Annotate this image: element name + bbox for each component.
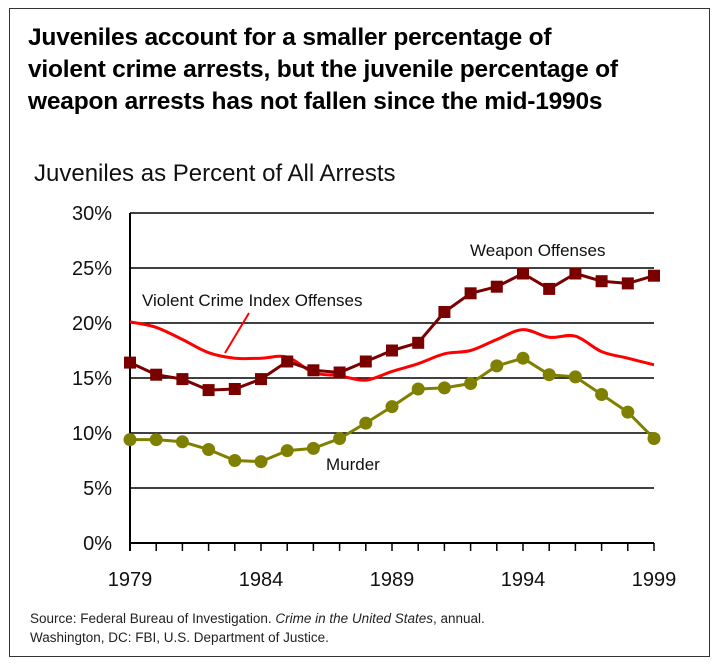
weapon-offenses-marker [386, 344, 398, 357]
series-markers [123, 267, 661, 469]
gridlines [130, 212, 654, 489]
weapon-offenses-marker [412, 336, 425, 349]
murder-marker [516, 351, 530, 365]
murder-marker [568, 370, 582, 384]
murder-marker [333, 432, 347, 445]
weapon-offenses-marker [202, 384, 215, 397]
x-tick-label: 1989 [370, 569, 415, 591]
y-tick-label: 0% [83, 533, 112, 555]
weapon-offenses-marker [517, 267, 529, 280]
weapon-offenses-marker [464, 287, 477, 300]
weapon-offenses-marker [569, 267, 582, 280]
weapon-offenses-marker [228, 383, 241, 395]
weapon-offenses-marker [307, 364, 320, 377]
y-axis-tick-labels: 0% 5% 10% 15% 20% 25% 30% [72, 203, 112, 555]
murder-marker [149, 433, 163, 447]
source-publication-title: Crime in the United States [275, 611, 433, 626]
weapon-offenses-marker [648, 269, 660, 282]
x-tick-label: 1994 [501, 569, 546, 591]
violent-crime-leader-line [224, 312, 250, 354]
weapon-offenses-marker [124, 356, 136, 369]
series-annotations: Weapon Offenses Violent Crime Index Offe… [142, 241, 605, 474]
murder-marker [306, 441, 320, 455]
murder-marker [542, 368, 556, 382]
y-tick-label: 5% [83, 478, 112, 500]
y-tick-label: 10% [72, 423, 112, 445]
murder-marker [175, 435, 189, 449]
figure-frame [9, 8, 710, 657]
y-tick-label: 15% [72, 368, 112, 390]
weapon-offenses-marker [595, 275, 608, 288]
murder-marker [228, 454, 242, 467]
murder-marker [254, 455, 268, 469]
murder-marker [647, 432, 661, 445]
weapon-offenses-marker [359, 355, 372, 368]
murder-marker [359, 416, 373, 430]
murder-label: Murder [326, 455, 380, 474]
weapon-offenses-marker [255, 373, 267, 386]
x-axis-tick-labels: 1979 1984 1989 1994 1999 [108, 569, 677, 591]
weapon-offenses-marker [176, 373, 189, 386]
murder-marker [595, 388, 609, 401]
title-line: weapon arrests has not fallen since the … [28, 88, 603, 115]
x-tick-label: 1999 [632, 569, 677, 591]
figure-title: Juveniles account for a smaller percenta… [28, 22, 708, 118]
weapon-offenses-marker [150, 368, 163, 381]
x-tick-label: 1979 [108, 569, 153, 591]
weapon-offenses-marker [281, 355, 294, 368]
weapon-offenses-marker [438, 306, 451, 318]
violent-crime-label: Violent Crime Index Offenses [142, 291, 363, 310]
x-tick-label: 1984 [239, 569, 284, 591]
weapon-offenses-marker [621, 277, 634, 290]
weapon-offenses-marker [333, 366, 346, 379]
murder-marker [621, 405, 635, 419]
weapon-offenses-marker [490, 280, 503, 293]
y-tick-label: 25% [72, 258, 112, 280]
source-line-2: Washington, DC: FBI, U.S. Department of … [30, 630, 329, 645]
murder-marker [411, 382, 425, 396]
murder-marker [280, 444, 294, 458]
axes [129, 213, 655, 551]
murder-marker [202, 443, 216, 456]
title-line: violent crime arrests, but the juvenile … [28, 56, 618, 83]
source-line-1: Source: Federal Bureau of Investigation.… [30, 609, 485, 628]
y-tick-label: 30% [72, 203, 112, 225]
chart-title: Juveniles as Percent of All Arrests [34, 160, 396, 187]
murder-marker [490, 359, 504, 373]
murder-marker [437, 381, 451, 395]
murder-marker [464, 377, 478, 390]
murder-marker [123, 433, 137, 447]
violent-crime-index-offenses-line [129, 320, 655, 382]
y-tick-label: 20% [72, 313, 112, 335]
weapon-offenses-marker [543, 282, 556, 295]
source-suffix: , annual. [432, 611, 485, 626]
source-prefix: Source: Federal Bureau of Investigation. [30, 611, 276, 626]
murder-marker [385, 400, 399, 414]
weapon-offenses-label: Weapon Offenses [470, 241, 605, 260]
title-line: Juveniles account for a smaller percenta… [28, 24, 552, 51]
source-note: Source: Federal Bureau of Investigation.… [30, 609, 485, 647]
